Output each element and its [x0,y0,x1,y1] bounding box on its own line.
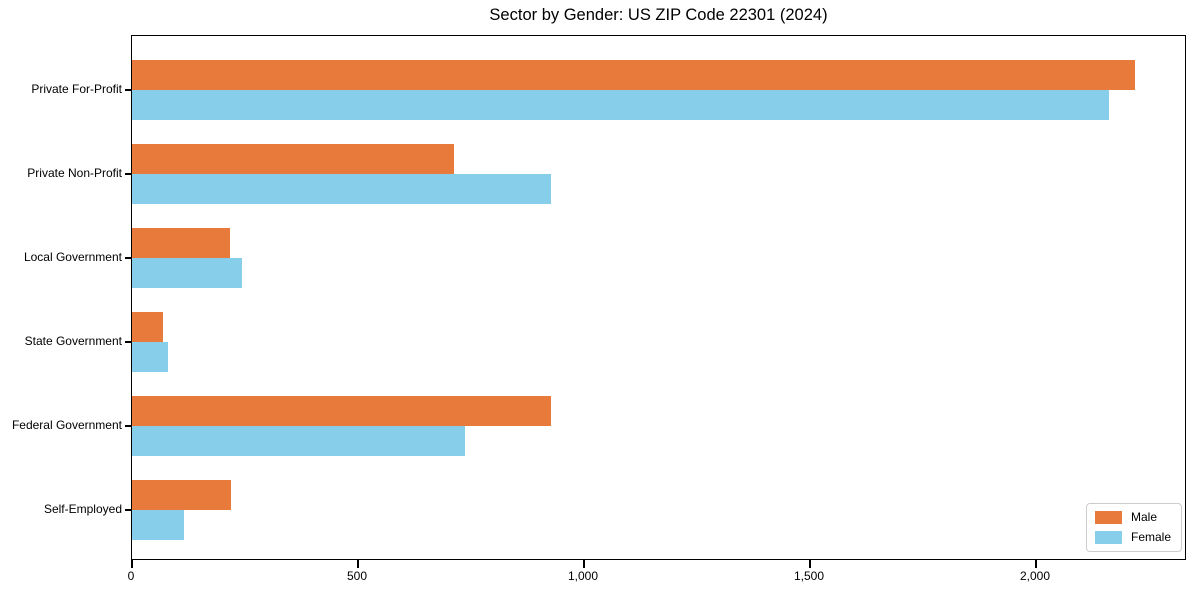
y-tick-label: Private Non-Profit [27,166,122,180]
legend-entry-female: Female [1094,530,1171,544]
y-tick-label: State Government [24,334,122,348]
y-tick-label: Local Government [23,250,122,264]
legend-label-male: Male [1130,510,1157,524]
x-tick-mark [1035,559,1037,568]
legend-swatch-female [1094,531,1122,544]
x-tick-label: 2,000 [1020,569,1051,583]
y-tick-label: Federal Government [11,418,122,432]
y-tick-mark [125,173,132,175]
plot-area: Male Female [125,35,1186,568]
x-tick-mark [131,559,133,568]
legend: Male Female [1085,503,1182,552]
bar-male-6 [132,480,232,510]
bar-female-2 [132,174,551,204]
x-tick-label: 1,500 [794,569,825,583]
bar-male-4 [132,312,163,342]
x-tick-mark [357,559,359,568]
bar-female-1 [132,90,1110,120]
y-tick-label: Self-Employed [43,502,122,516]
x-tick-mark [809,559,811,568]
bar-male-1 [132,60,1136,90]
bar-female-6 [132,510,185,540]
x-tick-mark [583,559,585,568]
chart-title: Sector by Gender: US ZIP Code 22301 (202… [489,6,828,24]
y-tick-label: Private For-Profit [31,82,122,96]
y-tick-mark [125,341,132,343]
y-tick-mark [125,425,132,427]
y-tick-mark [125,509,132,511]
legend-label-female: Female [1130,530,1171,544]
legend-swatch-male [1094,511,1122,524]
bar-female-4 [132,342,168,372]
legend-entry-male: Male [1094,510,1171,524]
x-tick-label: 500 [346,569,368,583]
bar-female-3 [132,258,242,288]
x-tick-label: 1,000 [567,569,599,583]
y-tick-mark [125,89,132,91]
bar-female-5 [132,426,465,456]
x-tick-label: 0 [127,569,135,583]
bar-male-3 [132,228,231,258]
bar-male-2 [132,144,454,174]
bar-male-5 [132,396,552,426]
y-tick-mark [125,257,132,259]
